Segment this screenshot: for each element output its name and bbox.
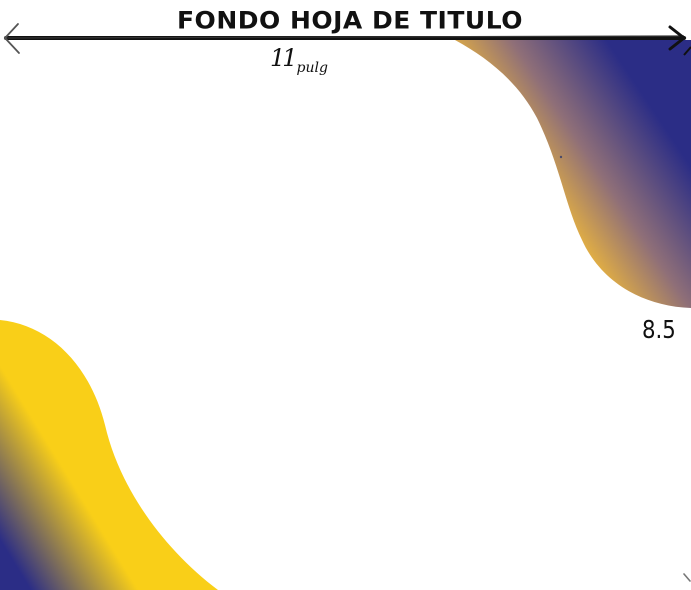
width-dimension-arrow bbox=[3, 23, 691, 56]
height-measurement-label: 8.5 bbox=[642, 315, 676, 344]
stray-dot bbox=[559, 155, 563, 159]
page-title: FONDO HOJA DE TITULO bbox=[176, 6, 524, 35]
left-arrowhead-icon bbox=[3, 23, 20, 54]
width-unit: pulg bbox=[296, 60, 328, 76]
top-right-gradient-shape bbox=[455, 40, 691, 308]
corner-mark bbox=[683, 573, 691, 582]
width-measurement-label: 11 pulg bbox=[270, 44, 328, 76]
width-value: 11 bbox=[270, 44, 297, 72]
right-arrowhead-icon bbox=[668, 25, 687, 51]
bottom-left-gradient-shape bbox=[0, 320, 218, 590]
